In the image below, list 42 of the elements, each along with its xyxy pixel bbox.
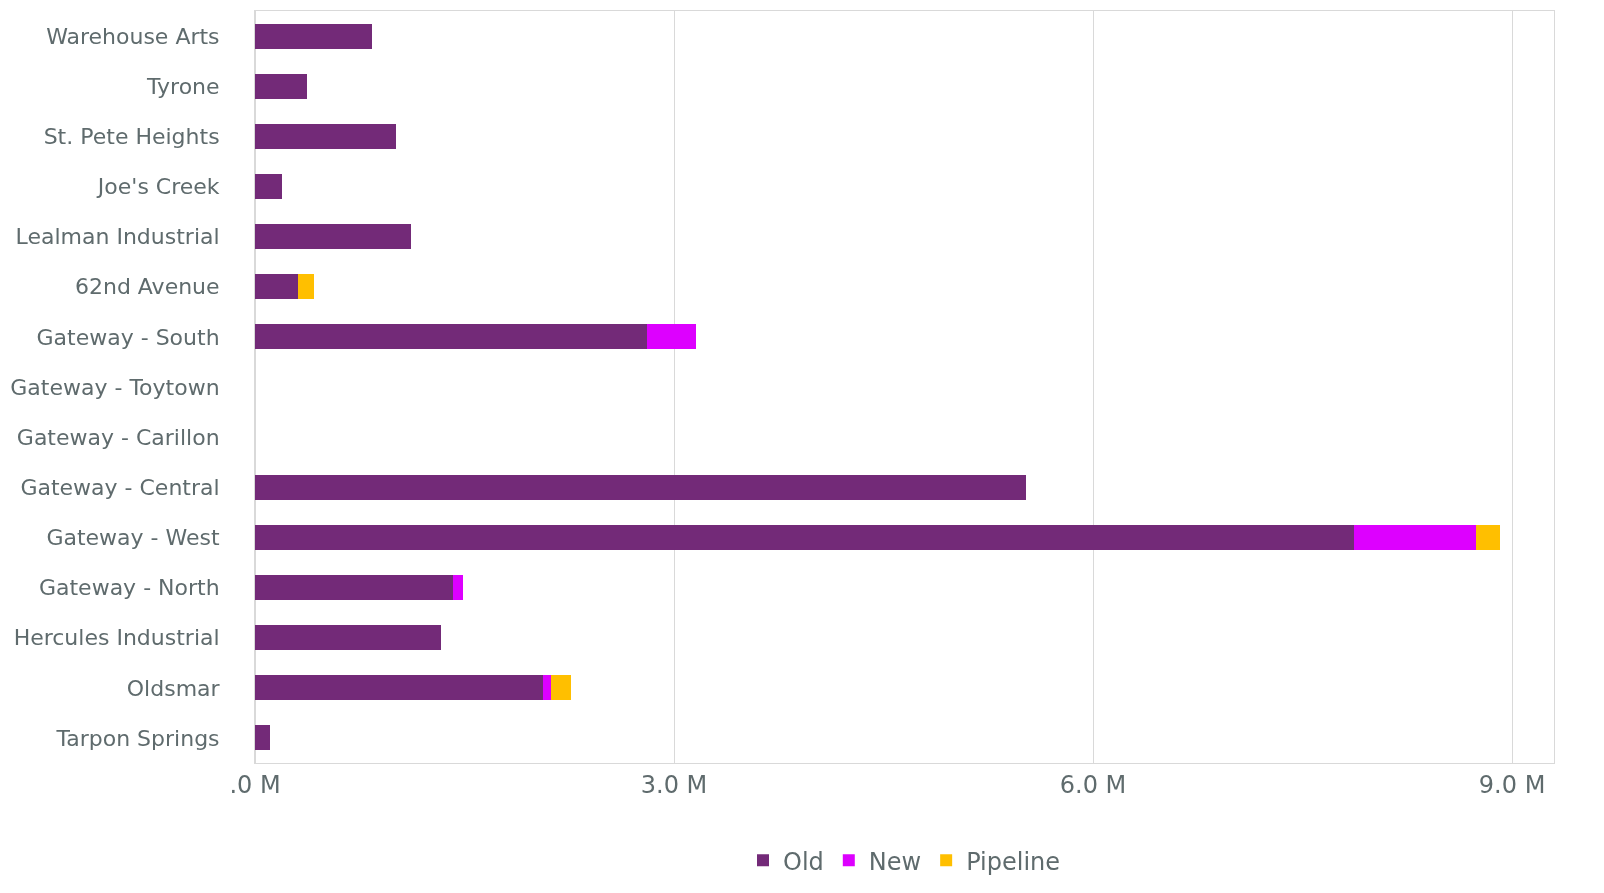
- bar: [255, 625, 441, 651]
- bar: [255, 725, 271, 751]
- bar: [255, 224, 412, 250]
- x-tick-label: 3.0 M: [640, 770, 708, 799]
- y-tick-label: Gateway - North: [38, 575, 220, 601]
- bar: [255, 575, 454, 601]
- y-tick-label: Gateway - West: [46, 525, 220, 551]
- y-tick-label: Oldsmar: [126, 675, 221, 701]
- y-tick-label: Gateway - South: [36, 324, 220, 350]
- y-tick-label: St. Pete Heights: [43, 124, 220, 150]
- bar: [255, 474, 1027, 500]
- y-tick-label: Tarpon Springs: [55, 725, 220, 751]
- bar: [255, 324, 648, 350]
- bar: [453, 575, 464, 601]
- bar: [255, 23, 373, 49]
- x-tick-label: 6.0 M: [1059, 770, 1127, 799]
- y-tick-label: Lealman Industrial: [15, 224, 220, 250]
- y-tick-label: Warehouse Arts: [46, 23, 220, 49]
- bar: [1354, 524, 1476, 550]
- y-tick-label: Gateway - Carillon: [16, 424, 220, 450]
- bar: [255, 524, 1355, 550]
- x-tick-label: 9.0 M: [1478, 770, 1546, 799]
- bar: [255, 274, 299, 300]
- bar: [647, 324, 697, 350]
- bar: [255, 173, 282, 199]
- y-tick-label: Tyrone: [146, 73, 220, 99]
- bar: [542, 675, 552, 701]
- legend-label: Old: [783, 847, 824, 876]
- bar: [298, 274, 314, 300]
- y-tick-label: Gateway - Central: [20, 474, 220, 500]
- bar: [551, 675, 571, 701]
- bar: [255, 73, 307, 99]
- y-tick-label: Gateway - Toytown: [10, 374, 220, 400]
- x-tick-label: .0 M: [229, 770, 281, 799]
- legend-label: Pipeline: [966, 847, 1061, 876]
- bar: [255, 675, 543, 701]
- y-tick-label: Hercules Industrial: [13, 625, 220, 651]
- bar: [255, 123, 397, 149]
- bar: [1475, 524, 1500, 550]
- y-tick-label: Joe's Creek: [95, 174, 220, 200]
- y-tick-label: 62nd Avenue: [74, 274, 220, 300]
- legend-label: New: [868, 847, 922, 876]
